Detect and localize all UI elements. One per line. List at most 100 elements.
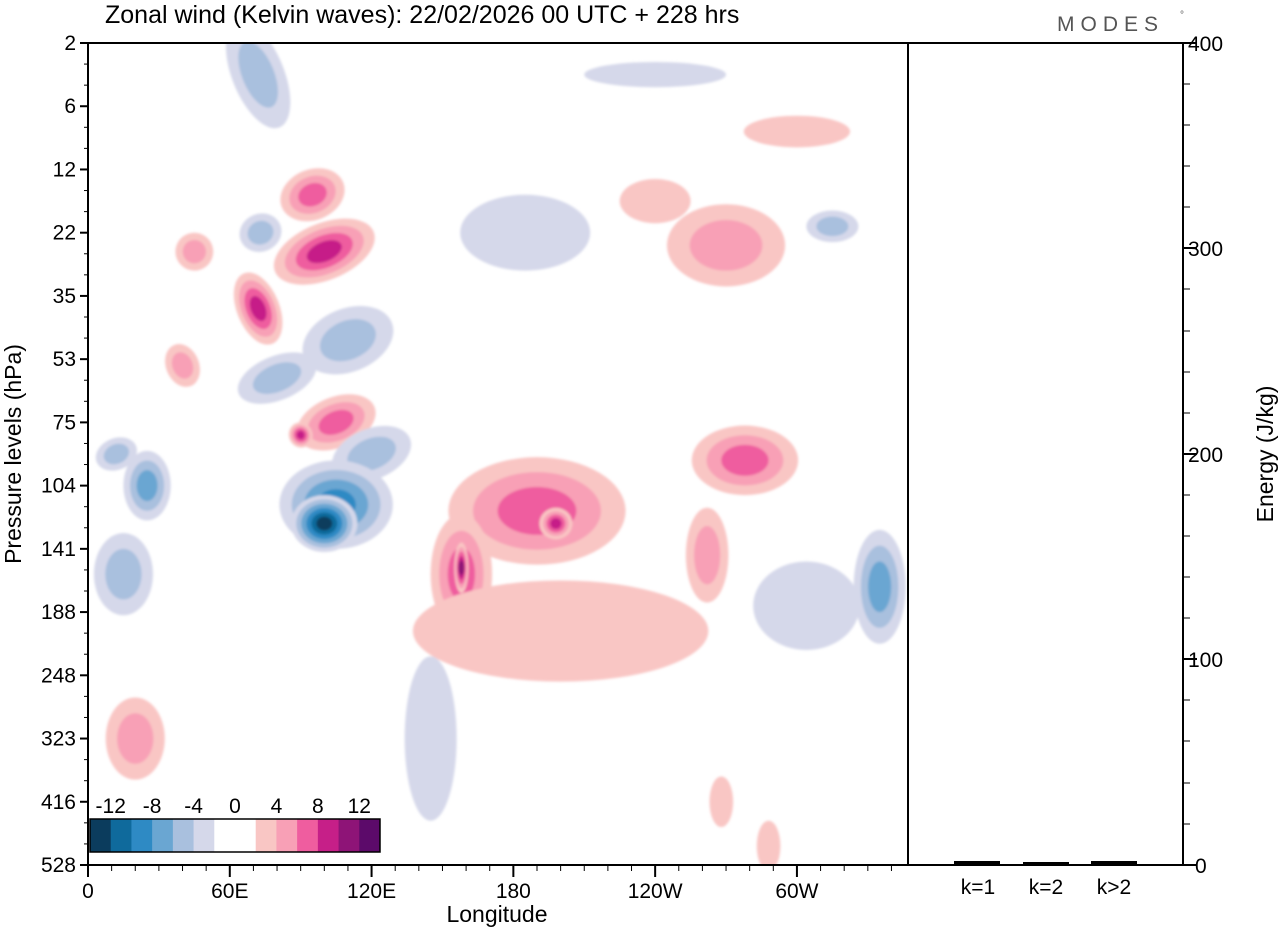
anomaly-30-level-0 [743,115,851,148]
pressure-tick-label: 6 [64,95,76,118]
colorbar-swatch [255,819,277,852]
longitude-tick-label: 60E [211,880,248,903]
colorbar: -12 -8 -4 0 4 8 12 [89,795,381,853]
longitude-tick-label: 120W [628,880,683,903]
pressure-tick-label: 75 [53,411,76,434]
anomaly-31-level-0 [584,61,727,88]
anomaly-15 [291,495,358,553]
anomaly-27-level-1 [816,216,849,237]
anomaly-2 [175,232,214,271]
anomaly-10-level-3 [296,430,305,440]
anomaly-3-level-1 [247,220,274,245]
anomaly-11 [95,437,137,471]
pressure-tick-label: 35 [53,285,76,308]
longitude-axis: 0 60E 120E 180 120W 60W [82,865,892,903]
colorbar-label: 8 [312,795,324,818]
energy-axis: 400 300 200 100 0 Energy (J/kg) [1183,33,1278,878]
anomaly-32 [105,697,165,780]
anomaly-18 [539,507,573,540]
anomaly-20-level-4 [458,560,465,576]
energy-bar-kgt2 [1091,861,1137,864]
anomaly-30 [743,115,851,148]
anomaly-10 [288,422,313,448]
longitude-tick-label: 60W [775,880,818,903]
anomaly-6-level-1 [171,352,194,379]
colorbar-label: 0 [229,795,241,818]
energy-category-kgt2: k>2 [1097,876,1131,899]
anomaly-2-level-1 [182,239,206,264]
longitude-tick-label: 120E [347,880,396,903]
colorbar-label: 12 [348,795,371,818]
anomaly-5-level-3 [249,296,267,322]
anomaly-35 [756,820,781,865]
energy-tick-400: 400 [1188,33,1223,56]
pressure-tick-label: 416 [41,791,76,814]
heatmap-anomalies [93,43,906,865]
anomaly-0-level-1 [238,43,278,108]
anomaly-33 [404,656,457,821]
anomaly-21-level-0 [412,580,709,682]
anomaly-4-level-3 [306,240,342,264]
longitude-tick-label: 180 [496,880,531,903]
pressure-tick-label: 104 [41,475,76,498]
colorbar-swatch [110,819,132,852]
anomaly-4 [273,218,375,285]
anomaly-26-level-1 [689,220,763,271]
anomaly-23-level-1 [694,525,721,585]
colorbar-label: 4 [271,795,283,818]
longitude-tick-label: 0 [82,880,94,903]
anomaly-18-level-3 [550,518,562,530]
anomaly-27 [806,210,859,243]
anomaly-9-level-2 [318,409,354,435]
pressure-tick-label: 141 [41,538,76,561]
anomaly-5 [233,272,283,345]
colorbar-swatch [172,819,195,852]
chart-title: Zonal wind (Kelvin waves): 22/02/2026 00… [105,1,739,29]
anomaly-23 [685,507,729,603]
colorbar-swatch [276,819,298,852]
energy-tick-300: 300 [1188,238,1223,261]
colorbar-swatch [359,819,381,852]
colorbar-swatch [90,819,112,852]
anomaly-8-level-1 [252,362,302,394]
anomaly-31 [584,61,727,88]
anomaly-32-level-1 [117,713,154,764]
pressure-tick-label: 323 [41,728,76,751]
anomaly-6 [165,344,200,387]
colorbar-frame [89,818,381,853]
anomaly-24 [853,529,906,644]
brand-logo: MODES [1057,13,1164,36]
pressure-tick-label: 188 [41,601,76,624]
pressure-tick-label: 2 [64,32,76,55]
anomaly-22 [691,425,799,496]
colorbar-swatch [131,819,153,852]
anomaly-35-level-0 [756,820,781,865]
anomaly-34 [709,776,734,828]
pressure-tick-label: 248 [41,664,76,687]
anomaly-20 [454,542,469,594]
energy-tick-0: 0 [1195,855,1207,878]
colorbar-swatch [235,819,257,852]
anomaly-16 [93,533,153,616]
anomaly-26 [666,204,786,287]
anomaly-8 [237,352,317,404]
energy-panel-frame [907,42,1184,866]
energy-category-k1: k=1 [961,876,995,899]
anomaly-25-level-0 [753,561,860,651]
anomaly-16-level-1 [105,548,142,600]
energy-bar-k1 [954,861,1000,864]
anomaly-29-level-0 [619,178,691,224]
anomaly-13-level-1 [347,436,396,472]
anomaly-1-level-2 [298,182,327,207]
colorbar-swatch [214,819,236,852]
anomaly-28-level-0 [460,194,591,271]
energy-tick-200: 200 [1188,444,1223,467]
brand-registered-mark: ° [1180,10,1184,21]
anomaly-1 [280,168,345,222]
anomaly-7-level-1 [320,319,376,362]
anomaly-24-level-2 [868,561,892,613]
anomaly-9 [296,394,376,451]
pressure-tick-label: 22 [53,222,76,245]
anomaly-3 [239,213,282,253]
anomaly-15-level-5 [316,516,333,531]
